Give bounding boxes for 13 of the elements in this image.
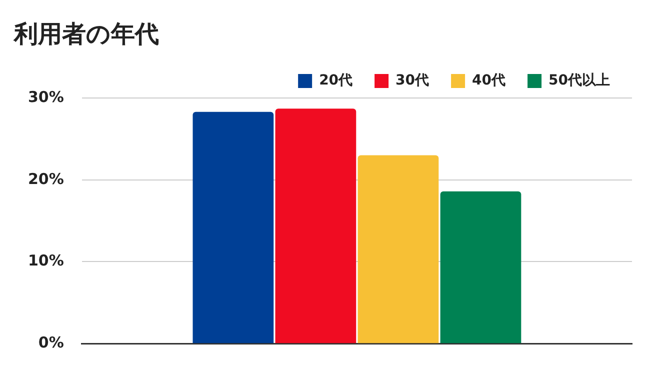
bar	[192, 112, 274, 344]
bar	[275, 108, 356, 344]
y-tick-label: 20%	[28, 170, 64, 188]
y-tick-label: 30%	[28, 88, 64, 106]
chart-title: 利用者の年代	[14, 19, 159, 50]
legend-label: 20代	[319, 72, 353, 89]
legend-label: 40代	[472, 72, 506, 89]
legend-label: 30代	[396, 72, 430, 89]
legend-label: 50代以上	[548, 72, 610, 89]
bar	[358, 155, 439, 344]
y-tick-label: 10%	[28, 252, 64, 270]
bar	[440, 191, 522, 344]
y-tick-label: 0%	[38, 333, 64, 352]
